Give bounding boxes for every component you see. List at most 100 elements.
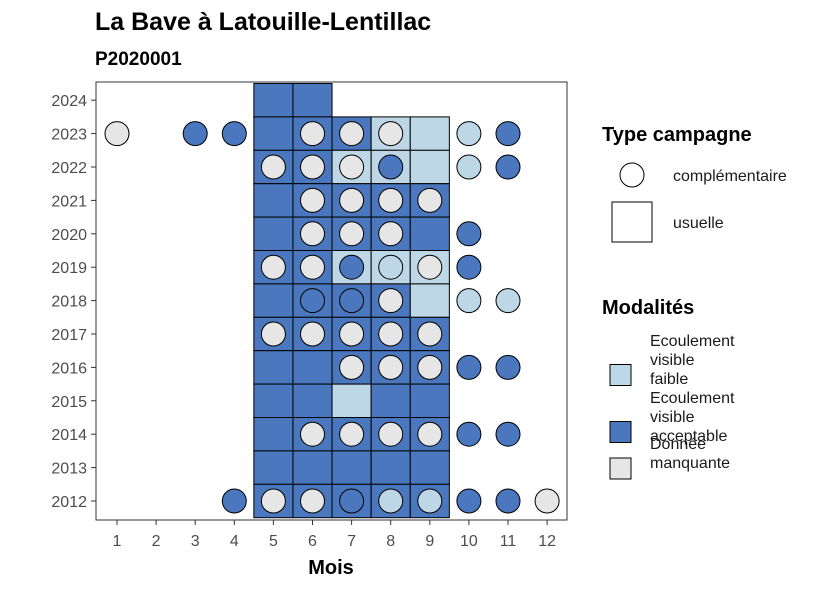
campaign-point (300, 421, 325, 447)
campaign-point (378, 221, 404, 247)
campaign-point (182, 121, 208, 147)
campaign-point (339, 121, 365, 147)
heatmap-cell (253, 183, 294, 218)
campaign-point (339, 421, 365, 447)
campaign-point (260, 254, 286, 280)
campaign-point (456, 121, 482, 147)
x-tick-label: 12 (538, 533, 556, 550)
legend-modalite-label: faible (650, 371, 688, 388)
legend-modalite-key (609, 457, 632, 480)
campaign-point (456, 221, 482, 247)
heatmap-cell (331, 383, 372, 419)
heatmap-cell (409, 283, 450, 318)
heatmap-cell (292, 383, 333, 419)
campaign-point (300, 288, 325, 314)
heatmap-cell (253, 450, 294, 485)
campaign-point (339, 221, 365, 247)
heatmap-cell (409, 383, 450, 419)
x-tick-label: 7 (347, 533, 356, 550)
campaign-point (221, 121, 247, 147)
legend-modalite-label: acceptable (650, 428, 727, 445)
campaign-point (456, 488, 482, 514)
campaign-point (378, 321, 404, 347)
campaign-point (417, 354, 443, 380)
campaign-point (300, 321, 325, 347)
legend-modalites-title: Modalités (602, 297, 694, 319)
campaign-point (378, 187, 404, 213)
campaign-point (456, 354, 482, 380)
y-tick-label: 2013 (51, 461, 87, 478)
campaign-point (456, 288, 482, 314)
campaign-point (495, 154, 521, 180)
campaign-point (417, 488, 443, 514)
chart-title: La Bave à Latouille-Lentillac (95, 8, 431, 36)
campaign-point (300, 221, 325, 247)
campaign-point (456, 154, 482, 180)
campaign-point (378, 488, 404, 514)
heatmap-cell (409, 116, 450, 151)
campaign-point (339, 488, 365, 514)
campaign-point (300, 121, 325, 147)
heatmap-cell (409, 216, 450, 252)
y-tick-label: 2014 (51, 427, 87, 444)
campaign-point (417, 421, 443, 447)
plot-area: 1 2 3 4 5 6 7 8 9 10 11 122012201320142015201620172… (51, 81, 568, 550)
campaign-point (534, 488, 560, 514)
campaign-point (300, 254, 325, 280)
y-tick-label: 2020 (51, 227, 87, 244)
legend-modalite-label: manquante (650, 455, 730, 472)
x-axis-title: Mois (308, 557, 354, 579)
legend-modalite-label: visible (650, 352, 695, 369)
x-tick-label: 9 (425, 533, 434, 550)
campaign-point (378, 121, 404, 147)
campaign-point (456, 421, 482, 447)
campaign-point (104, 121, 130, 147)
legend-modalite-key (609, 421, 632, 443)
campaign-point (339, 187, 365, 213)
legend-modalites: Modalités Ecoulement visible faible Ecoulem… (602, 297, 735, 480)
heatmap-cell (292, 450, 333, 485)
campaign-point (456, 254, 482, 280)
campaign-point (339, 154, 365, 180)
x-tick-label: 10 (460, 533, 478, 550)
y-tick-label: 2017 (51, 327, 87, 344)
x-tick-label: 2 (152, 533, 161, 550)
campaign-point (378, 421, 404, 447)
campaign-point (300, 488, 325, 514)
campaign-point (300, 154, 325, 180)
y-tick-label: 2019 (51, 260, 87, 277)
heatmap-cell (409, 149, 450, 185)
campaign-point (495, 121, 521, 147)
campaign-point (221, 488, 247, 514)
heatmap-cell (409, 450, 450, 485)
campaign-point (495, 421, 521, 447)
heatmap-cell (253, 116, 294, 151)
campaign-point (378, 154, 404, 180)
campaign-point (495, 488, 521, 514)
campaign-point (339, 254, 365, 280)
campaign-point (417, 321, 443, 347)
legend-type-title: Type campagne (602, 124, 752, 146)
y-tick-label: 2022 (51, 160, 87, 177)
campaign-point (260, 321, 286, 347)
heatmap-cell (253, 283, 294, 318)
legend-modalite-label: visible (650, 409, 695, 426)
legend-modalite-key (609, 364, 632, 386)
campaign-point (339, 288, 365, 314)
y-tick-label: 2016 (51, 360, 87, 377)
x-tick-label: 4 (230, 533, 239, 550)
x-tick-label: 3 (191, 533, 200, 550)
campaign-point (378, 254, 404, 280)
campaign-point (339, 321, 365, 347)
campaign-point (300, 187, 325, 213)
chart-subtitle: P2020001 (95, 49, 182, 70)
heatmap-cell (331, 450, 372, 485)
heatmap-cell (292, 350, 333, 385)
campaign-point (417, 187, 443, 213)
legend-modalite-label: Ecoulement (650, 333, 735, 350)
x-tick-label: 8 (386, 533, 395, 550)
heatmap-cell (253, 216, 294, 252)
heatmap-cell (370, 450, 411, 485)
x-tick-label: 6 (308, 533, 317, 550)
